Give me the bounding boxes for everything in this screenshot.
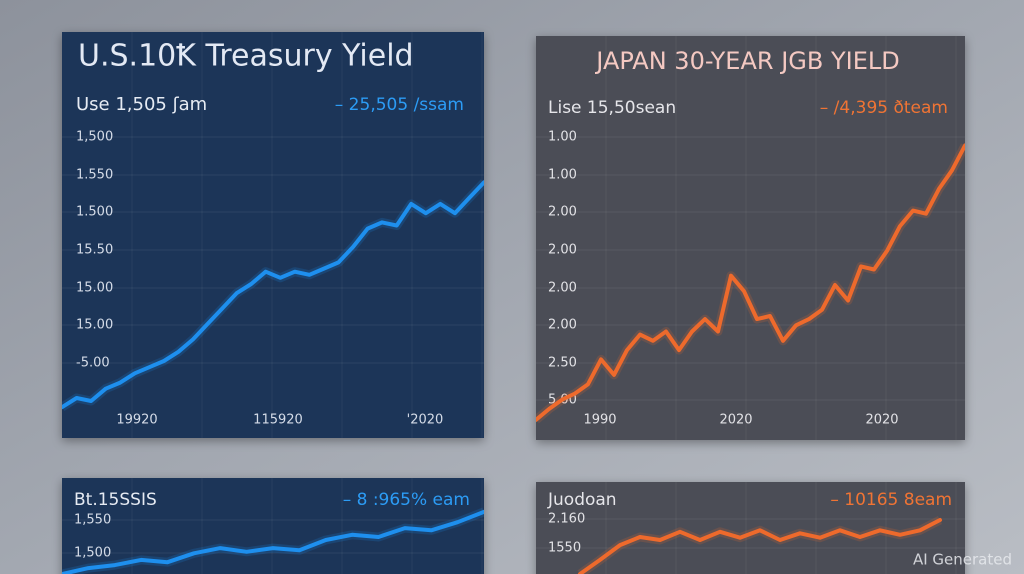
- panel-change: – 10165 8eam: [830, 490, 952, 510]
- y-label: 2.160: [548, 512, 585, 527]
- x-label: '2020: [407, 413, 444, 428]
- panel: U.S.10Ꝁ Treasury Yield Use 1,505 ʃam – 25,…: [62, 32, 484, 438]
- panel-bg: [62, 478, 484, 574]
- y-label: 15.00: [76, 281, 113, 296]
- watermark: AI Generated: [913, 551, 1012, 569]
- x-label: 115920: [253, 413, 303, 428]
- panel-subtitle: Lise 15,50sean: [548, 98, 676, 118]
- x-label: 19920: [116, 413, 157, 428]
- y-label: 2.00: [548, 318, 577, 333]
- x-label: 1990: [583, 413, 616, 428]
- y-label: 1.00: [548, 168, 577, 183]
- panel-change: – /4,395 ðteam: [820, 98, 948, 118]
- panel-content: JAPAN 30-YEAR JGB YIELD Lise 15,50sean – /…: [536, 36, 965, 440]
- y-label: 1.550: [76, 168, 113, 183]
- panel-bg: [536, 482, 965, 574]
- panel-bg: [536, 36, 965, 440]
- y-label: 1,500: [74, 546, 111, 561]
- y-label: 2.00: [548, 205, 577, 220]
- y-label: 1,500: [76, 130, 113, 145]
- yield-line: [62, 180, 484, 410]
- panel-change: – 8 :965% eam: [343, 490, 470, 510]
- x-label: 2020: [719, 413, 752, 428]
- yield-line: [62, 509, 484, 574]
- y-label: 2.00: [548, 243, 577, 258]
- panel: Bt.15SSIS – 8 :965% eam 1,550 1,500: [62, 478, 484, 574]
- y-label: 15.00: [76, 318, 113, 333]
- y-label: 2.50: [548, 356, 577, 371]
- y-label: 1550: [548, 541, 581, 556]
- panel-bg: [62, 32, 484, 438]
- y-label: 1.00: [548, 130, 577, 145]
- panel: Juodoan – 10165 8eam 2.160 1550: [536, 482, 965, 574]
- panel-subtitle: Use 1,505 ʃam: [76, 94, 207, 115]
- panel-change: – 25,505 /ssam: [335, 95, 464, 115]
- panel-title: U.S.10Ꝁ Treasury Yield: [78, 39, 414, 74]
- y-label: 1,550: [74, 513, 111, 528]
- panel-content: U.S.10Ꝁ Treasury Yield Use 1,505 ʃam – 25,…: [62, 32, 484, 438]
- y-label: -5.00: [76, 356, 110, 371]
- yield-line: [536, 143, 965, 422]
- y-label: 2.00: [548, 281, 577, 296]
- panel-content: Juodoan – 10165 8eam 2.160 1550: [536, 482, 965, 574]
- panel-content: Bt.15SSIS – 8 :965% eam 1,550 1,500: [62, 478, 484, 574]
- panel: JAPAN 30-YEAR JGB YIELD Lise 15,50sean – /…: [536, 36, 965, 440]
- yield-line: [578, 518, 942, 574]
- panel-title: JAPAN 30-YEAR JGB YIELD: [594, 47, 899, 75]
- y-label: 15.50: [76, 243, 113, 258]
- panel-subtitle: Juodoan: [547, 490, 617, 510]
- y-label: 1.500: [76, 205, 113, 220]
- panel-subtitle: Bt.15SSIS: [74, 490, 157, 510]
- x-label: 2020: [865, 413, 898, 428]
